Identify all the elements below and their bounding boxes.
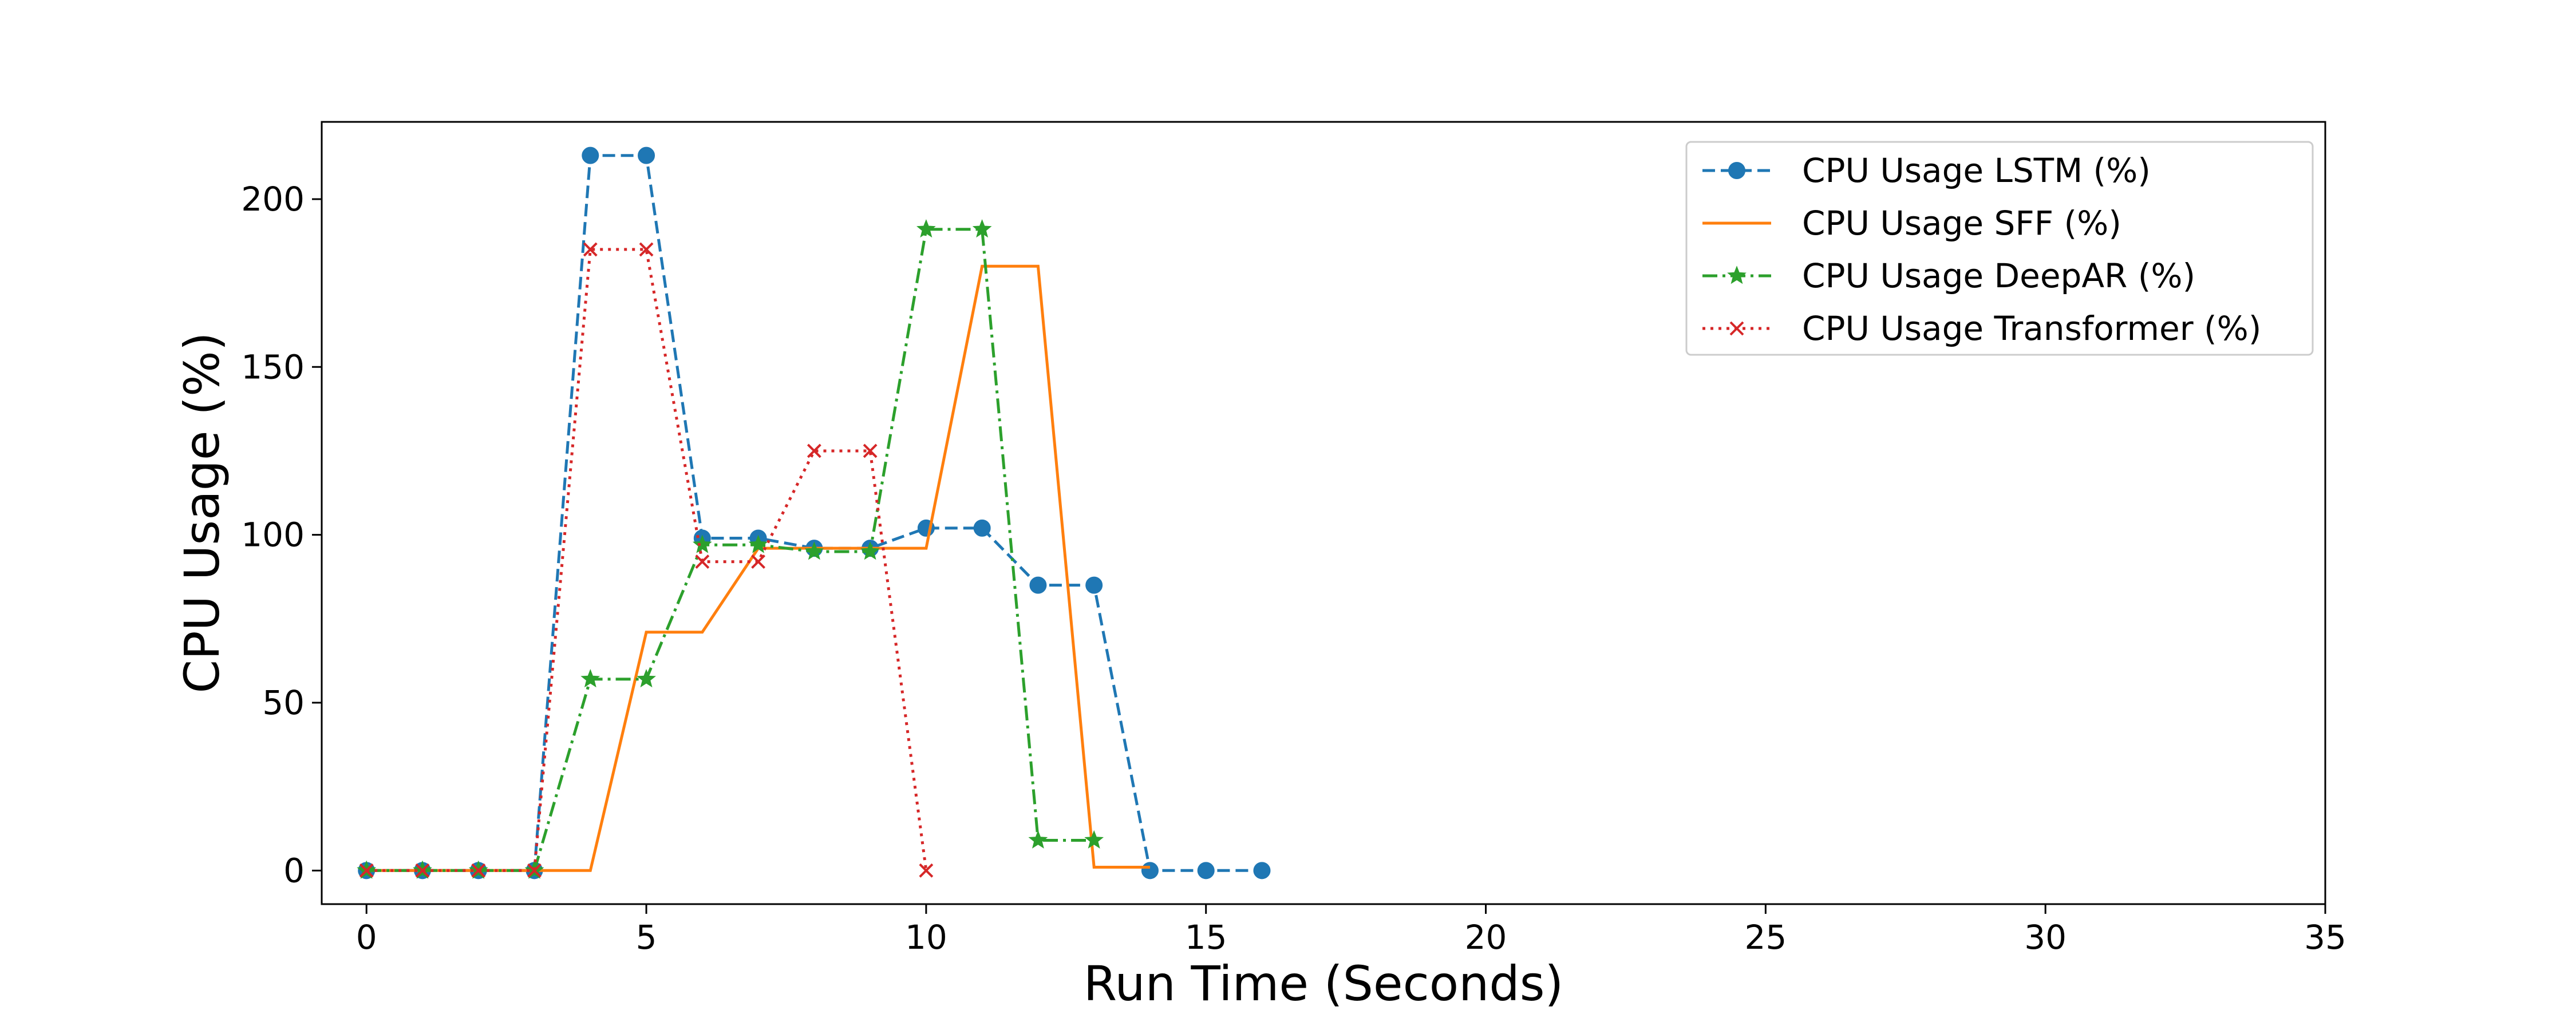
data-point	[1141, 862, 1159, 880]
data-point	[580, 669, 600, 688]
plot-frame	[321, 121, 2326, 905]
y-tick-label: 150	[241, 347, 305, 386]
x-tick-label: 10	[905, 918, 947, 957]
data-point	[804, 541, 824, 560]
legend-item: CPU Usage DeepAR (%)	[1702, 256, 2195, 295]
y-axis: 0 50 100 150 200	[241, 180, 322, 890]
y-tick-label: 200	[241, 180, 305, 219]
data-point	[471, 863, 486, 878]
x-tick-label: 5	[636, 918, 657, 957]
series-3	[359, 242, 934, 878]
data-point	[695, 554, 710, 569]
series-layer	[357, 146, 1271, 880]
data-point	[415, 863, 430, 878]
legend-item: CPU Usage SFF (%)	[1702, 204, 2121, 243]
data-point	[639, 242, 654, 257]
data-point	[1084, 830, 1104, 849]
legend-label: CPU Usage Transformer (%)	[1802, 309, 2261, 348]
data-point	[916, 219, 936, 238]
legend-label: CPU Usage SFF (%)	[1802, 204, 2121, 243]
data-point	[919, 863, 934, 878]
x-tick-label: 25	[1744, 918, 1787, 957]
data-point	[1085, 576, 1103, 594]
legend-box	[1685, 141, 2314, 356]
x-tick-label: 0	[356, 918, 377, 957]
data-point	[807, 443, 821, 458]
series-line	[366, 248, 928, 872]
y-tick-label: 0	[283, 851, 305, 890]
legend-marker	[1727, 266, 1747, 284]
x-tick-label: 20	[1465, 918, 1507, 957]
data-point	[1028, 830, 1048, 849]
x-axis: 0 5 10 15 20 25 30 35	[356, 904, 2346, 957]
x-tick-label: 15	[1185, 918, 1227, 957]
data-point	[973, 519, 991, 537]
x-axis-label: Run Time (Seconds)	[1084, 956, 1563, 1012]
y-axis-label: CPU Usage (%)	[174, 332, 230, 693]
data-point	[637, 669, 656, 688]
legend-marker	[1729, 321, 1744, 336]
data-point	[583, 242, 598, 257]
legend: CPU Usage LSTM (%) CPU Usage SFF (%) CPU U…	[1685, 141, 2314, 356]
data-point	[582, 146, 599, 164]
data-point	[1197, 862, 1215, 880]
legend-label: CPU Usage LSTM (%)	[1802, 151, 2151, 190]
y-tick-label: 50	[262, 683, 305, 722]
data-point	[359, 863, 374, 878]
x-tick-label: 30	[2024, 918, 2067, 957]
data-point	[748, 534, 768, 553]
data-point	[751, 554, 765, 569]
data-point	[1029, 576, 1047, 594]
x-tick-label: 35	[2304, 918, 2346, 957]
legend-marker	[1728, 162, 1745, 179]
data-point	[972, 219, 992, 238]
data-point	[638, 146, 655, 164]
data-point	[1253, 862, 1271, 880]
y-tick-label: 100	[241, 516, 305, 554]
data-point	[860, 541, 880, 560]
legend-label: CPU Usage DeepAR (%)	[1802, 256, 2195, 295]
legend-item: CPU Usage Transformer (%)	[1702, 309, 2261, 348]
data-point	[692, 534, 712, 553]
data-point	[527, 863, 542, 878]
data-point	[863, 443, 878, 458]
legend-item: CPU Usage LSTM (%)	[1702, 151, 2151, 190]
